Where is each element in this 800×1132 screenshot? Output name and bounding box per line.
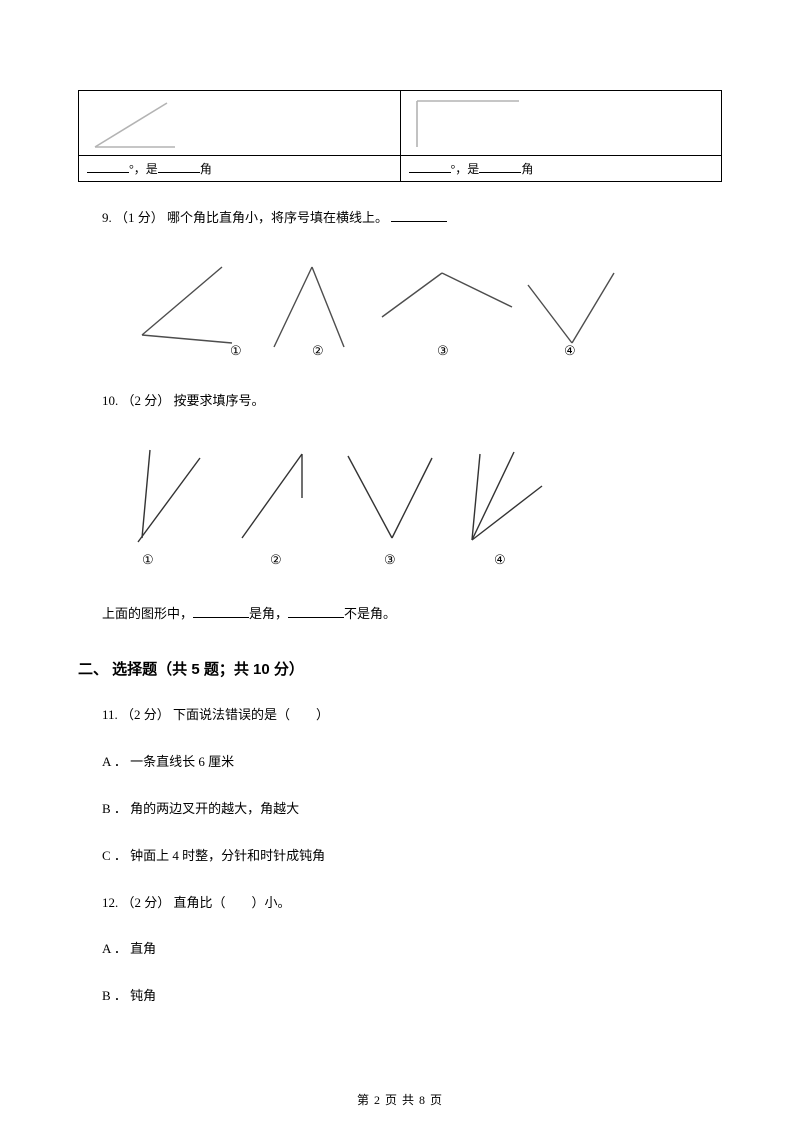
q10-blank-1 xyxy=(193,606,249,618)
label-text-right-pre: °，是 xyxy=(451,162,480,176)
q10-label-4: ④ xyxy=(494,552,506,567)
angle-label-left: °，是 角 xyxy=(79,156,401,182)
q9-figure: ① ② ③ ④ xyxy=(102,255,722,365)
blank-degree-left xyxy=(87,161,129,173)
q11-text: 下面说法错误的是（ ） xyxy=(173,707,329,722)
label-text-right-post: 角 xyxy=(521,162,533,176)
blank-degree-right xyxy=(409,161,451,173)
question-12: 12. （2 分） 直角比（ ）小。 xyxy=(102,893,722,914)
q12-option-b: B ． 钝角 xyxy=(102,986,722,1007)
q11-option-a: A ． 一条直线长 6 厘米 xyxy=(102,752,722,773)
q10-blank-2 xyxy=(288,606,344,618)
angle-label-right: °，是 角 xyxy=(400,156,722,182)
footer-page: 2 xyxy=(374,1093,381,1107)
q10-line2: 上面的图形中， 是角， 不是角。 xyxy=(102,604,722,625)
q9-text: 哪个角比直角小，将序号填在横线上。 xyxy=(167,210,388,225)
q9-answer-blank xyxy=(391,210,447,222)
q10-number: 10. xyxy=(102,393,118,408)
angle-table: °，是 角 °，是 角 xyxy=(78,90,722,182)
q9-label-3: ③ xyxy=(437,343,449,358)
question-10: 10. （2 分） 按要求填序号。 xyxy=(102,391,722,412)
blank-type-right xyxy=(479,161,521,173)
question-11: 11. （2 分） 下面说法错误的是（ ） xyxy=(102,705,722,726)
q10-label-2: ② xyxy=(270,552,282,567)
q11-number: 11. xyxy=(102,707,118,722)
q9-angles-icon: ① ② ③ ④ xyxy=(102,255,622,365)
q9-number: 9. xyxy=(102,210,112,225)
q10-line2-b: 是角， xyxy=(249,606,288,621)
q10-figure: ① ② ③ ④ xyxy=(102,438,722,578)
q10-points: （2 分） xyxy=(122,393,171,408)
q9-label-2: ② xyxy=(312,343,324,358)
right-angle-icon xyxy=(409,95,529,151)
footer-total: 8 xyxy=(419,1093,426,1107)
blank-type-left xyxy=(158,161,200,173)
q9-label-4: ④ xyxy=(564,343,576,358)
label-text-left-post: 角 xyxy=(200,162,212,176)
q10-label-1: ① xyxy=(142,552,154,567)
q9-label-1: ① xyxy=(230,343,242,358)
q11-points: （2 分） xyxy=(121,707,170,722)
q10-line2-c: 不是角。 xyxy=(344,606,396,621)
angle-cell-left xyxy=(79,91,401,156)
q9-points: （1 分） xyxy=(115,210,164,225)
footer-prefix: 第 xyxy=(357,1093,374,1107)
label-text-left-pre: °，是 xyxy=(129,162,158,176)
q12-option-a: A ． 直角 xyxy=(102,939,722,960)
angle-cell-right xyxy=(400,91,722,156)
q12-points: （2 分） xyxy=(122,895,171,910)
page-footer: 第 2 页 共 8 页 xyxy=(0,1091,800,1108)
acute-angle-icon xyxy=(87,95,207,151)
q10-text: 按要求填序号。 xyxy=(174,393,265,408)
section-2-heading: 二、 选择题（共 5 题；共 10 分） xyxy=(78,658,722,679)
q10-shapes-icon: ① ② ③ ④ xyxy=(102,438,562,578)
q11-option-c: C ． 钟面上 4 时整，分针和时针成钝角 xyxy=(102,846,722,867)
footer-mid: 页 共 xyxy=(381,1093,419,1107)
q11-option-b: B ． 角的两边叉开的越大，角越大 xyxy=(102,799,722,820)
q10-label-3: ③ xyxy=(384,552,396,567)
question-9: 9. （1 分） 哪个角比直角小，将序号填在横线上。 xyxy=(102,208,722,229)
q12-number: 12. xyxy=(102,895,118,910)
q10-line2-a: 上面的图形中， xyxy=(102,606,193,621)
footer-suffix: 页 xyxy=(426,1093,443,1107)
q12-text: 直角比（ ）小。 xyxy=(174,895,291,910)
